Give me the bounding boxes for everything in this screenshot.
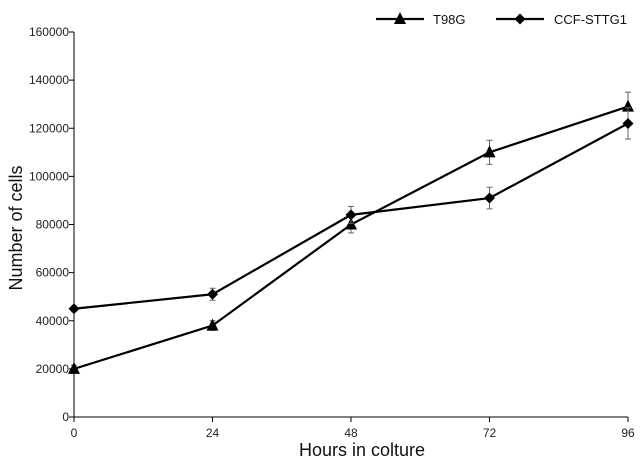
data-point-diamond [345,209,357,221]
y-tick-label: 120000 [29,121,69,135]
legend-label: T98G [433,12,466,27]
series-layer [68,91,634,374]
y-tick-label: 100000 [29,169,69,183]
data-point-triangle [483,145,496,158]
x-tick-label: 48 [344,426,358,440]
x-axis-title: Hours in colture [299,440,425,459]
data-point-diamond [207,288,218,300]
x-ticks: 0 24 48 72 96 [71,417,635,440]
y-ticks: 0 20000 40000 60000 80000 100000 120000 140000 1… [29,25,74,424]
y-tick-label: 80000 [36,218,70,232]
y-tick-label: 60000 [36,266,70,280]
y-tick-label: 20000 [36,362,70,376]
series-line [73,105,629,370]
x-tick-label: 96 [621,426,635,440]
data-point-diamond [622,117,634,129]
data-point-triangle [206,318,219,331]
data-point-diamond [68,303,80,315]
legend-label: CCF-STTG1 [554,12,627,27]
series-t98g [68,91,634,374]
legend: T98G CCF-STTG1 [376,12,627,27]
data-point-triangle [622,99,634,112]
legend-marker-triangle [394,12,406,24]
legend-marker-diamond [514,13,526,25]
y-tick-label: 160000 [29,25,69,39]
x-tick-label: 24 [206,426,220,440]
x-tick-label: 72 [483,426,497,440]
y-axis-title: Number of cells [6,165,26,290]
y-tick-label: 140000 [29,73,69,87]
y-tick-label: 40000 [36,314,70,328]
x-tick-label: 0 [71,426,78,440]
y-tick-label: 0 [62,410,69,424]
series-ccf-sttg1 [68,107,634,315]
data-point-triangle [68,361,80,374]
data-point-diamond [484,192,495,204]
